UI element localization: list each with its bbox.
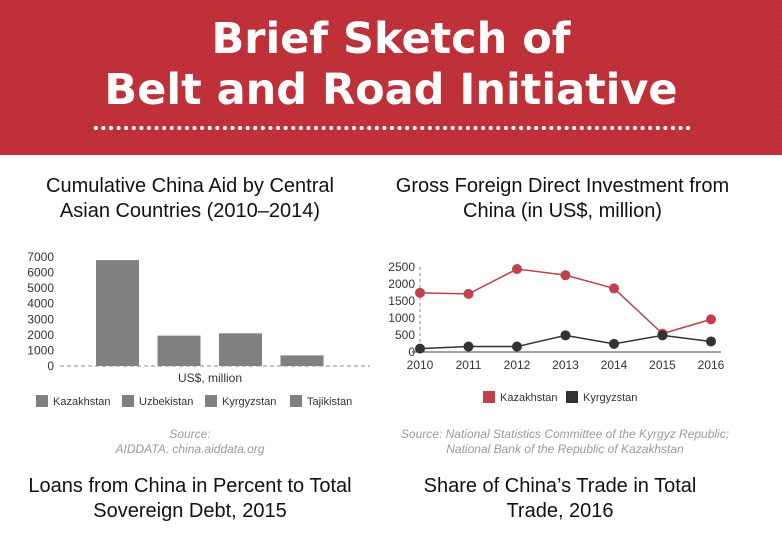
fdi-chart-title-line1: Gross Foreign Direct Investment from (395, 175, 730, 197)
line-x-tick-2013: 2013 (552, 358, 579, 372)
trade-title-line2: Trade, 2016 (506, 500, 614, 522)
bar-uzbekistan (157, 335, 201, 366)
bar-y-tick-2: 2000 (27, 328, 54, 342)
bar-legend-label-2: Kyrgyzstan (222, 396, 276, 408)
bar-legend-label-0: Kazakhstan (53, 396, 110, 408)
line-point-kazakhstan-2010 (415, 287, 425, 298)
trade-title-line1: Share of China’s Trade in Total (423, 475, 697, 497)
bar-legend-label-1: Uzbekistan (139, 396, 193, 408)
line-x-tick-2012: 2012 (504, 358, 531, 372)
bar-kyrgyzstan (219, 333, 262, 366)
line-legend-label-1: Kyrgyzstan (583, 392, 637, 404)
line-y-tick-0: 0 (408, 345, 415, 359)
aid-source: Source: AIDDATA, china.aiddata.org (40, 427, 340, 457)
line-x-tick-2016: 2016 (698, 358, 725, 372)
fdi-source-line1: Source: National Statistics Committee of… (400, 427, 730, 441)
line-point-kyrgyzstan-2012 (512, 341, 522, 352)
bar-legend-swatch-3 (290, 395, 302, 407)
line-y-tick-1: 500 (395, 328, 415, 342)
loans-title-line1: Loans from China in Percent to Total (28, 475, 352, 497)
aid-source-line2: AIDDATA, china.aiddata.org (115, 442, 265, 456)
line-point-kyrgyzstan-2011 (463, 341, 474, 352)
line-point-kazakhstan-2014 (609, 283, 619, 294)
bar-y-tick-0: 0 (47, 359, 54, 373)
bar-legend-swatch-2 (205, 395, 217, 407)
line-y-tick-3: 1500 (388, 294, 415, 308)
fdi-source-line2: National Bank of the Republic of Kazakhs… (446, 442, 684, 456)
line-x-tick-2010: 2010 (407, 358, 434, 372)
aid-chart-title: Cumulative China Aid by Central Asian Co… (20, 174, 360, 224)
line-point-kyrgyzstan-2014 (609, 338, 619, 349)
bar-kazakhstan (96, 260, 139, 366)
line-point-kyrgyzstan-2015 (657, 330, 668, 341)
bar-y-tick-1: 1000 (27, 343, 54, 357)
bar-legend-swatch-0 (36, 395, 48, 407)
page-title-line2: Belt and Road Initiative (104, 65, 678, 115)
aid-chart-title-line1: Cumulative China Aid by Central (46, 175, 334, 197)
fdi-chart-title: Gross Foreign Direct Investment from Chi… (380, 174, 745, 224)
bar-legend-swatch-1 (122, 395, 134, 407)
bar-tajikistan (280, 355, 324, 366)
line-x-tick-2011: 2011 (456, 358, 482, 372)
page-title-line1: Brief Sketch of (211, 14, 571, 64)
bar-x-axis-label: US$, million (178, 371, 242, 385)
line-y-tick-5: 2500 (388, 260, 415, 274)
line-point-kazakhstan-2016 (706, 314, 716, 325)
bar-y-tick-7: 7000 (27, 250, 54, 264)
bar-y-tick-3: 3000 (27, 312, 54, 326)
fdi-chart-title-line2: China (in US$, million) (463, 200, 662, 222)
aid-chart-title-line2: Asian Countries (2010–2014) (59, 200, 321, 222)
line-legend-label-0: Kazakhstan (500, 392, 557, 404)
line-y-tick-4: 2000 (388, 277, 415, 291)
bar-y-tick-4: 4000 (27, 297, 54, 311)
line-x-tick-2015: 2015 (649, 358, 676, 372)
line-point-kazakhstan-2012 (512, 264, 522, 275)
header-banner: Brief Sketch of Belt and Road Initiative (0, 0, 782, 155)
line-point-kyrgyzstan-2013 (560, 330, 571, 341)
line-legend-swatch-0 (483, 391, 495, 403)
line-point-kyrgyzstan-2010 (415, 343, 425, 354)
dotted-divider (92, 125, 690, 131)
bar-legend-label-3: Tajikistan (307, 396, 352, 408)
bar-y-tick-5: 5000 (27, 281, 54, 295)
line-point-kazakhstan-2013 (560, 270, 571, 281)
loans-title: Loans from China in Percent to Total Sov… (10, 474, 370, 524)
fdi-source: Source: National Statistics Committee of… (380, 427, 750, 457)
aid-source-line1: Source: (169, 427, 211, 441)
line-point-kyrgyzstan-2016 (706, 336, 716, 347)
bar-y-tick-6: 6000 (27, 266, 54, 280)
line-point-kazakhstan-2011 (463, 288, 474, 299)
line-x-tick-2014: 2014 (601, 358, 628, 372)
loans-title-line2: Sovereign Debt, 2015 (93, 500, 287, 522)
trade-title: Share of China’s Trade in Total Trade, 2… (390, 474, 730, 524)
line-y-tick-2: 1000 (388, 311, 415, 325)
line-legend-swatch-1 (566, 391, 578, 403)
fdi-line-chart: 0 500 1000 1500 2000 2500 2010 2011 2012 2013 2014… (388, 260, 725, 404)
